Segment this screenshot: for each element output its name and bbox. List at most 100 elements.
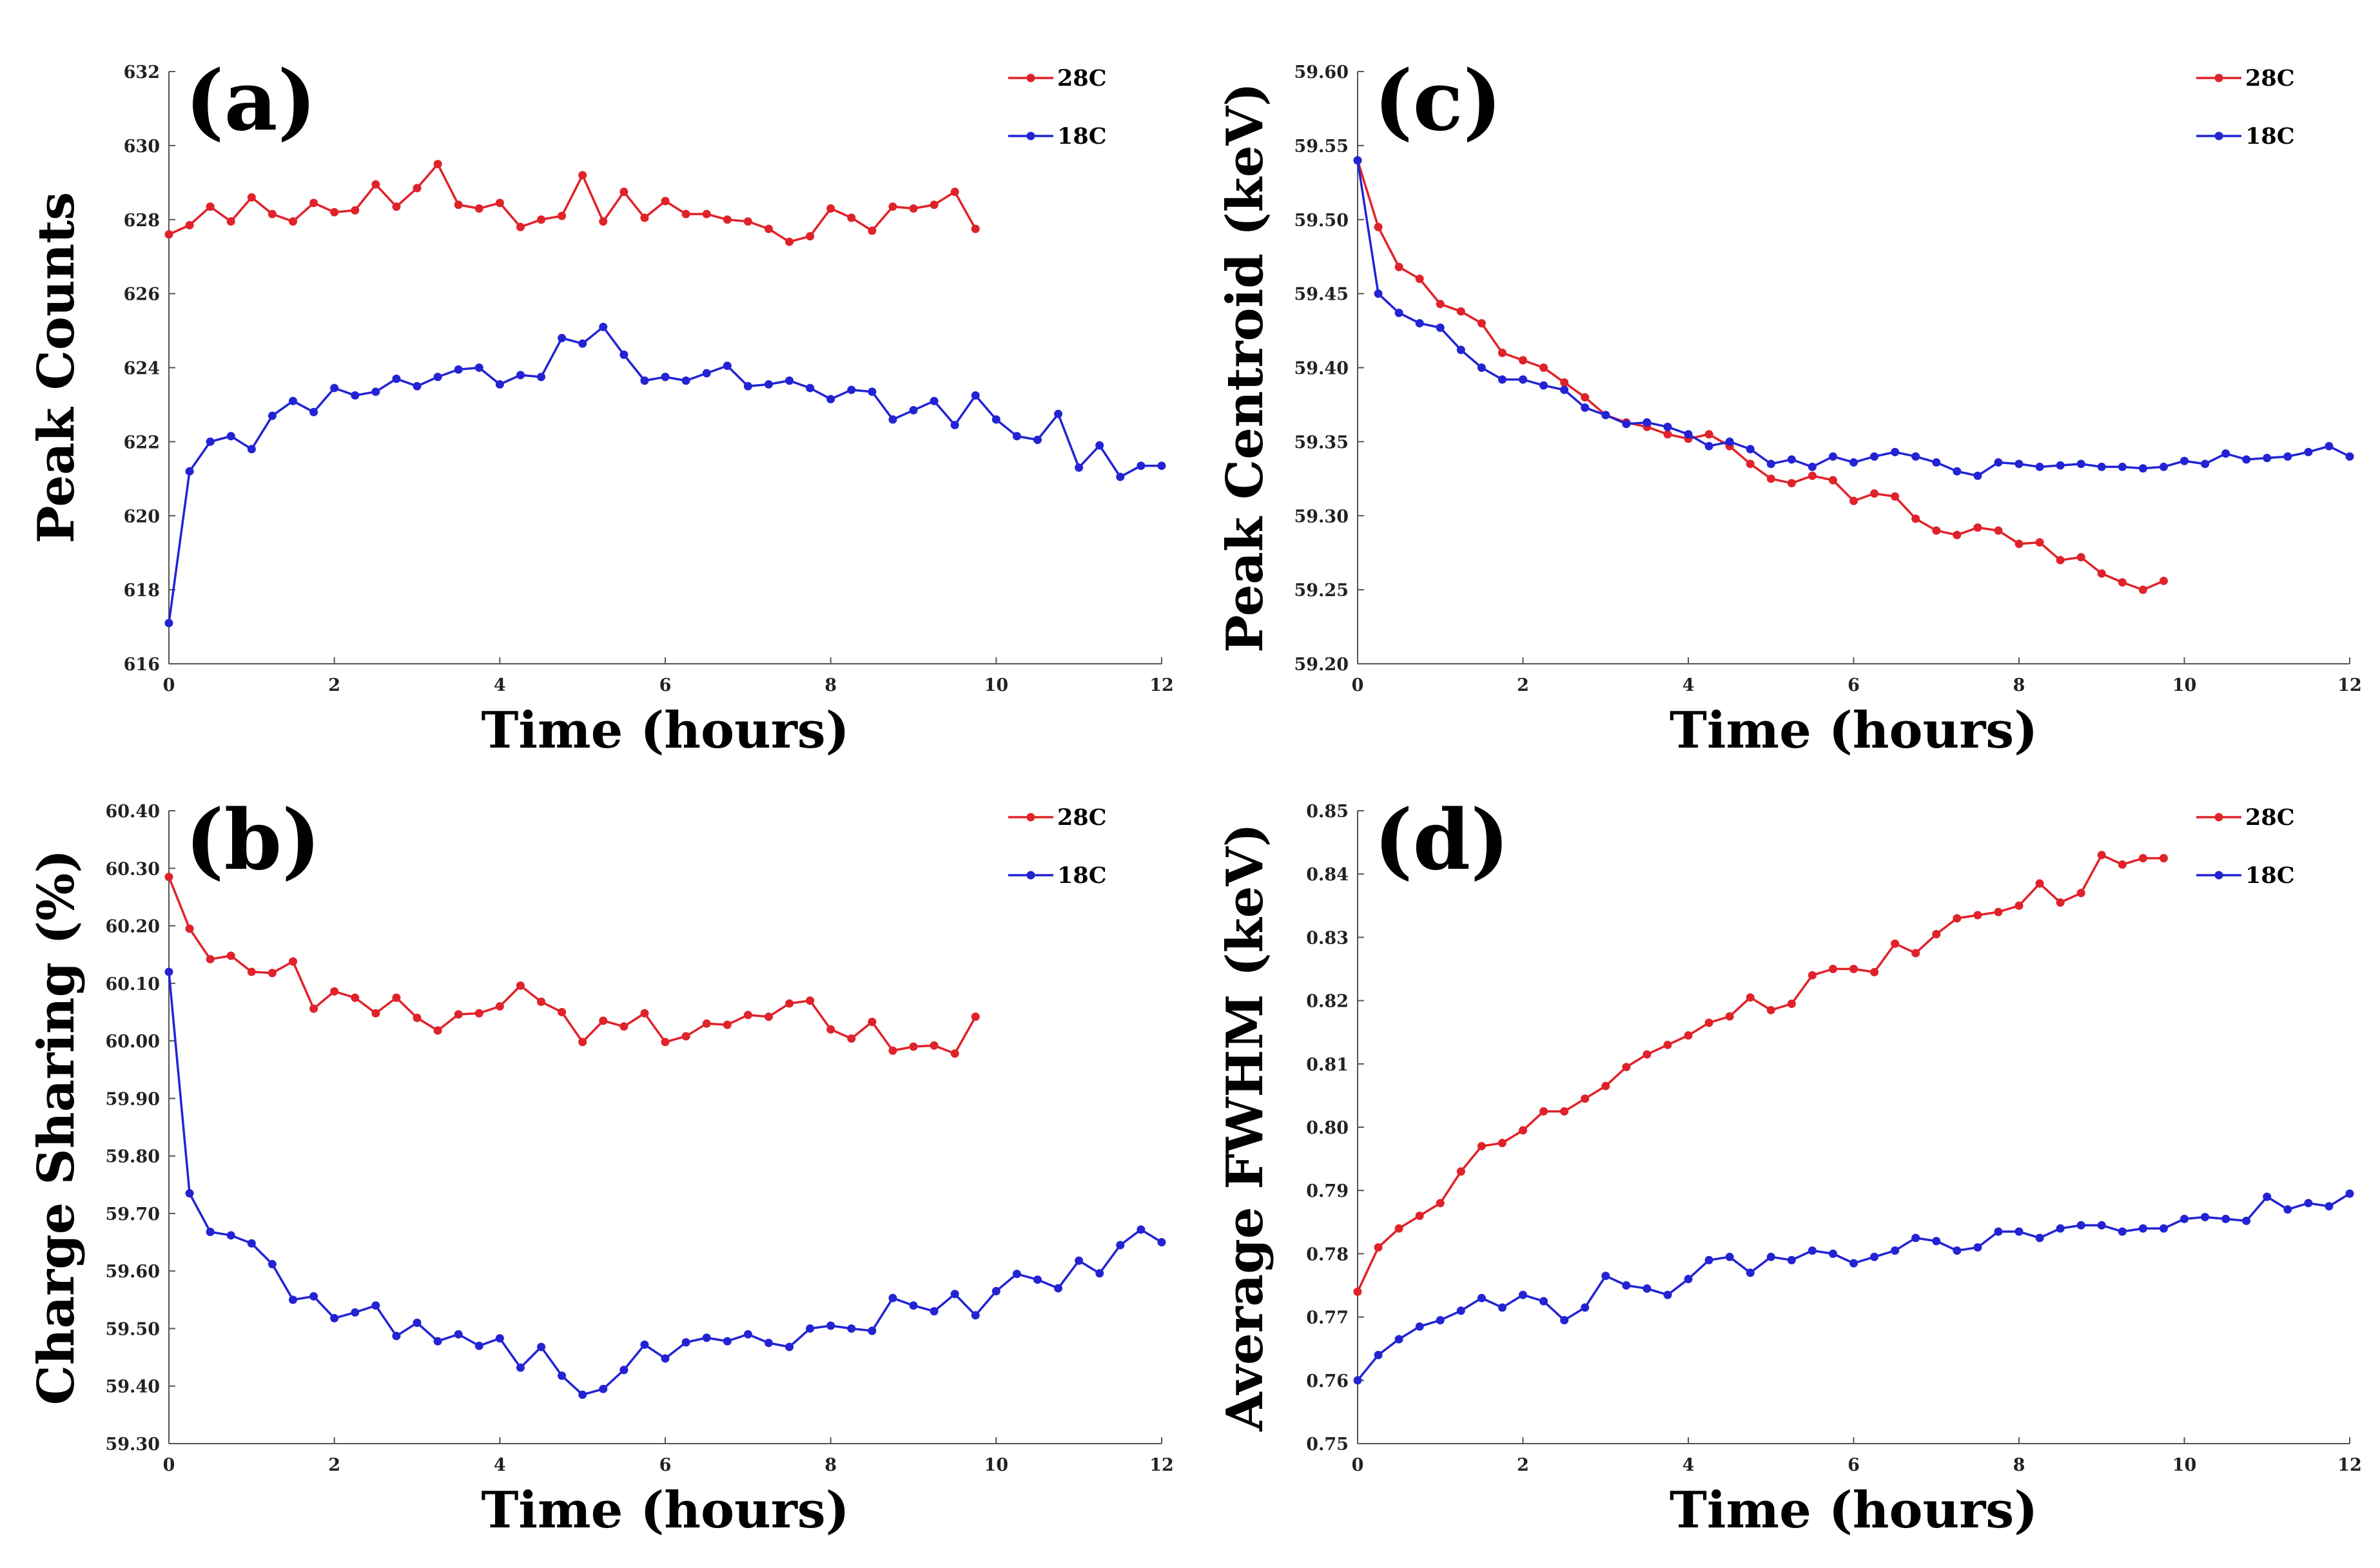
y-tick-label: 0.77 bbox=[1306, 1308, 1349, 1328]
x-tick-label: 0 bbox=[163, 675, 175, 695]
data-point-28C bbox=[1353, 1287, 1362, 1296]
legend-marker-28C bbox=[2214, 73, 2223, 82]
data-point-18C bbox=[1054, 1284, 1063, 1293]
data-point-18C bbox=[2097, 462, 2106, 471]
data-point-18C bbox=[1374, 289, 1383, 298]
data-point-28C bbox=[2056, 898, 2065, 907]
data-point-28C bbox=[1497, 349, 1507, 358]
data-point-18C bbox=[888, 1293, 897, 1302]
data-point-18C bbox=[1136, 461, 1146, 470]
data-point-18C bbox=[619, 1366, 629, 1375]
data-point-28C bbox=[1622, 1063, 1631, 1072]
data-point-18C bbox=[847, 1324, 856, 1333]
y-tick-label: 0.83 bbox=[1306, 928, 1349, 948]
series-line-28C bbox=[1356, 160, 2165, 591]
series-line-18C bbox=[1356, 1192, 2350, 1381]
x-tick-label: 4 bbox=[494, 675, 506, 695]
data-point-18C bbox=[1436, 1316, 1445, 1325]
data-point-18C bbox=[289, 396, 297, 405]
data-point-28C bbox=[930, 200, 939, 209]
data-point-18C bbox=[1374, 1351, 1383, 1360]
data-point-28C bbox=[661, 1038, 670, 1047]
legend-marker-18C bbox=[2214, 871, 2223, 880]
x-axis-title: Time (hours) bbox=[1670, 1481, 2038, 1540]
y-tick-label: 60.10 bbox=[105, 974, 160, 994]
data-point-18C bbox=[164, 619, 173, 628]
data-point-18C bbox=[1353, 156, 1362, 165]
data-point-28C bbox=[1891, 939, 1900, 948]
data-point-28C bbox=[1436, 300, 1445, 309]
y-tick-label: 616 bbox=[124, 655, 160, 675]
y-tick-label: 59.40 bbox=[105, 1377, 160, 1397]
data-point-28C bbox=[351, 993, 360, 1002]
panel-label: (b) bbox=[185, 792, 321, 889]
data-point-28C bbox=[330, 987, 339, 996]
data-point-18C bbox=[1704, 1255, 1713, 1264]
data-point-18C bbox=[2263, 1192, 2272, 1201]
y-tick-label: 59.20 bbox=[1294, 655, 1349, 675]
chart-panel-d: 0.75 0.76 0.77 0.78 0.79 0.80 0.81 0.82 0.83 0.84… bbox=[1216, 792, 2362, 1540]
data-point-28C bbox=[1787, 479, 1796, 488]
data-point-28C bbox=[2097, 569, 2106, 578]
data-point-28C bbox=[1477, 319, 1486, 328]
data-point-18C bbox=[909, 406, 918, 415]
data-point-28C bbox=[516, 981, 525, 990]
data-point-18C bbox=[2014, 460, 2024, 469]
data-point-18C bbox=[619, 350, 629, 359]
y-tick-label: 59.55 bbox=[1294, 137, 1349, 157]
data-point-28C bbox=[599, 217, 608, 226]
data-point-18C bbox=[2201, 1212, 2210, 1221]
data-point-18C bbox=[558, 334, 567, 343]
data-point-28C bbox=[2076, 889, 2085, 898]
data-point-28C bbox=[537, 997, 545, 1006]
data-point-18C bbox=[1994, 458, 2003, 467]
data-point-18C bbox=[640, 376, 649, 385]
y-axis-title: Average FWHM (keV) bbox=[1216, 823, 1274, 1431]
data-point-18C bbox=[1932, 458, 1941, 467]
data-point-28C bbox=[392, 202, 401, 211]
data-point-18C bbox=[868, 387, 877, 396]
data-point-28C bbox=[309, 198, 318, 208]
data-point-18C bbox=[2345, 452, 2354, 461]
data-point-18C bbox=[785, 1342, 794, 1351]
data-point-18C bbox=[599, 322, 608, 331]
y-tick-label: 59.50 bbox=[105, 1319, 160, 1339]
data-point-28C bbox=[1953, 530, 1962, 539]
data-point-18C bbox=[847, 385, 856, 394]
data-point-28C bbox=[1539, 363, 1548, 372]
data-point-18C bbox=[1394, 308, 1403, 317]
data-point-18C bbox=[1601, 1272, 1610, 1281]
y-axis-title: Charge Sharing (%) bbox=[27, 849, 86, 1405]
data-point-28C bbox=[2138, 585, 2147, 594]
x-tick-label: 8 bbox=[824, 1455, 837, 1475]
data-point-18C bbox=[1725, 437, 1734, 446]
data-point-28C bbox=[2097, 851, 2106, 860]
data-point-18C bbox=[1456, 1306, 1465, 1315]
data-point-28C bbox=[1415, 1211, 1424, 1220]
data-point-18C bbox=[640, 1340, 649, 1349]
data-point-18C bbox=[950, 1290, 959, 1299]
data-point-28C bbox=[806, 232, 815, 241]
y-tick-label: 0.82 bbox=[1306, 992, 1349, 1012]
data-point-18C bbox=[930, 1307, 939, 1316]
data-point-28C bbox=[268, 209, 277, 218]
x-tick-label: 10 bbox=[984, 675, 1009, 695]
data-point-18C bbox=[971, 391, 980, 400]
data-point-28C bbox=[226, 951, 235, 960]
y-tick-label: 59.60 bbox=[105, 1262, 160, 1282]
data-point-28C bbox=[1581, 392, 1590, 402]
data-point-18C bbox=[1415, 1322, 1424, 1331]
x-axis-title: Time (hours) bbox=[481, 1481, 849, 1540]
y-tick-label: 0.85 bbox=[1306, 802, 1349, 822]
panel-label: (a) bbox=[185, 53, 317, 150]
data-point-28C bbox=[1973, 523, 1982, 532]
data-point-18C bbox=[268, 411, 277, 420]
data-point-28C bbox=[206, 202, 215, 211]
data-point-18C bbox=[289, 1295, 297, 1304]
x-tick-label: 2 bbox=[328, 1455, 340, 1475]
data-point-18C bbox=[2325, 1202, 2334, 1211]
y-tick-label: 0.80 bbox=[1306, 1118, 1349, 1138]
data-point-18C bbox=[1116, 472, 1125, 481]
data-point-28C bbox=[1394, 1224, 1403, 1233]
data-point-18C bbox=[268, 1259, 277, 1268]
